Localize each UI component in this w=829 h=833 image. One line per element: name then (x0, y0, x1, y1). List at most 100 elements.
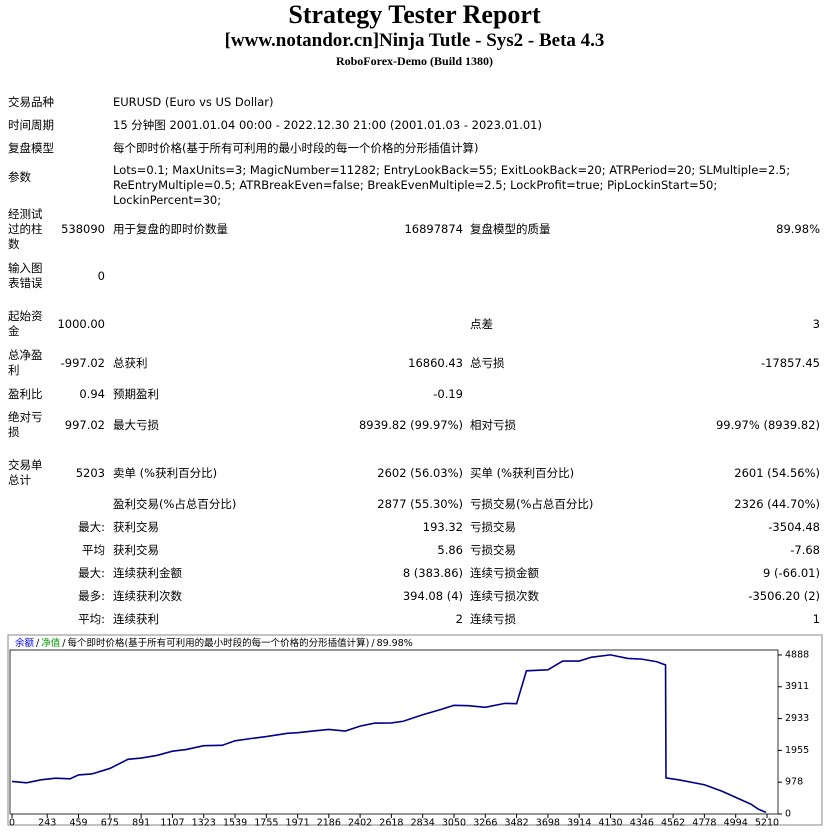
build: RoboForex-Demo (Build 1380) (335, 54, 494, 68)
stat-value: -3504.48 (768, 520, 820, 534)
stat-value: 平均: (78, 612, 105, 626)
x-tick-label: 2618 (379, 818, 403, 829)
x-tick-label: 2186 (317, 818, 341, 829)
stat-value: 2601 (54.56%) (734, 466, 820, 480)
x-tick-label: 0 (9, 818, 15, 829)
info-value: 每个即时价格(基于所有可利用的最小时段的每一个价格的分形插值计算) (113, 141, 479, 155)
x-tick-label: 1539 (223, 818, 247, 829)
stat-value: 8939.82 (99.97%) (358, 418, 463, 432)
stat-label: 连续获利次数 (113, 589, 182, 603)
stat-label: 起始资金 (8, 309, 43, 338)
legend-quality: 89.98% (377, 638, 413, 649)
legend-separator: / (62, 638, 66, 649)
x-tick-label: 675 (101, 818, 119, 829)
stat-value: 16897874 (404, 222, 463, 236)
subtitle: [www.notandor.cn]Ninja Tutle - Sys2 - Be… (224, 30, 605, 51)
x-tick-label: 1323 (192, 818, 216, 829)
x-tick-label: 4130 (598, 818, 622, 829)
stat-value: 最多: (78, 589, 105, 603)
y-tick-label: 978 (785, 777, 803, 788)
stat-value: 平均 (82, 543, 105, 557)
x-tick-label: 1755 (254, 818, 278, 829)
y-tick-label: 1955 (785, 745, 809, 756)
y-tick-label: 3911 (785, 681, 809, 692)
stat-label: 获利交易 (113, 543, 159, 557)
info-label: 参数 (8, 170, 31, 184)
stat-value: 5.86 (437, 543, 463, 557)
stat-value: 0 (97, 269, 105, 283)
info-value: EURUSD (Euro vs US Dollar) (113, 95, 274, 109)
stat-label: 连续亏损金额 (470, 566, 539, 580)
info-value: 15 分钟图 2001.01.04 00:00 - 2022.12.30 21:… (113, 118, 542, 132)
stat-label: 总净盈利 (8, 348, 43, 377)
legend-separator: / (36, 638, 40, 649)
stat-value: 2877 (55.30%) (377, 497, 463, 511)
x-tick-label: 4778 (692, 818, 716, 829)
stat-label: 亏损交易 (470, 543, 516, 557)
x-tick-label: 4346 (630, 818, 654, 829)
title: Strategy Tester Report (288, 0, 541, 29)
legend-item: 余额 (15, 637, 35, 649)
x-tick-label: 4994 (724, 818, 748, 829)
stat-label: 连续亏损 (470, 612, 516, 626)
stat-label: 输入图表错误 (8, 261, 43, 290)
stat-label: 盈利交易(%占总百分比) (113, 497, 237, 511)
balance-line (11, 654, 767, 814)
stat-label: 经测试过的柱数 (8, 206, 43, 251)
stat-label: 绝对亏损 (8, 410, 43, 439)
stat-value: -0.19 (433, 387, 463, 401)
stat-label: 交易单总计 (8, 458, 43, 487)
info-label: 复盘模型 (8, 141, 54, 155)
stat-label: 获利交易 (113, 520, 159, 534)
stat-label: 亏损交易 (470, 520, 516, 534)
stat-value: -17857.45 (760, 356, 820, 370)
x-tick-label: 459 (69, 818, 87, 829)
x-tick-label: 5210 (755, 818, 779, 829)
stat-value: 89.98% (776, 222, 820, 236)
x-tick-label: 3266 (473, 818, 497, 829)
stat-value: -7.68 (790, 543, 820, 557)
stat-label: 最大亏损 (113, 418, 159, 432)
stat-value: 16860.43 (408, 356, 463, 370)
stat-value: 997.02 (64, 418, 105, 432)
stat-label: 预期盈利 (113, 387, 159, 401)
stat-value: 8 (383.86) (402, 566, 463, 580)
info-label: 时间周期 (8, 118, 54, 132)
y-tick-label: 0 (785, 809, 791, 820)
stat-value: 193.32 (422, 520, 463, 534)
x-tick-label: 3050 (442, 818, 466, 829)
x-tick-label: 1107 (160, 818, 184, 829)
stat-value: -997.02 (60, 356, 105, 370)
stat-label: 相对亏损 (470, 418, 516, 432)
info-label: 交易品种 (8, 95, 54, 109)
x-tick-label: 1971 (286, 818, 310, 829)
stat-value: 5203 (75, 466, 105, 480)
stat-label: 卖单 (%获利百分比) (113, 466, 218, 480)
legend-separator: / (371, 638, 375, 649)
stat-label: 总获利 (113, 356, 148, 370)
y-tick-label: 4888 (785, 649, 809, 660)
legend-note: 每个即时价格(基于所有可利用的最小时段的每一个价格的分形插值计算) (67, 637, 369, 649)
stat-label: 用于复盘的即时价数量 (113, 222, 228, 236)
stat-value: 2 (455, 612, 463, 626)
x-tick-label: 3482 (504, 818, 528, 829)
x-tick-label: 891 (132, 818, 150, 829)
stat-value: 2602 (56.03%) (377, 466, 463, 480)
stat-value: 1000.00 (57, 317, 105, 331)
stat-label: 买单 (%获利百分比) (470, 466, 575, 480)
x-tick-label: 2834 (411, 818, 435, 829)
x-tick-label: 243 (38, 818, 56, 829)
legend: 余额 / 净值 / 每个即时价格(基于所有可利用的最小时段的每一个价格的分形插值计算) /… (15, 637, 413, 649)
stat-value: 3 (812, 317, 820, 331)
stat-label: 连续亏损次数 (470, 589, 539, 603)
x-tick-label: 3914 (567, 818, 591, 829)
plot-area (9, 649, 779, 815)
stat-label: 连续获利金额 (113, 566, 182, 580)
stat-label: 总亏损 (470, 356, 505, 370)
stat-value: 最大: (78, 566, 105, 580)
stat-label: 亏损交易(%占总百分比) (470, 497, 594, 511)
stat-label: 盈利比 (8, 386, 43, 401)
stat-value: -3506.20 (2) (748, 589, 820, 603)
